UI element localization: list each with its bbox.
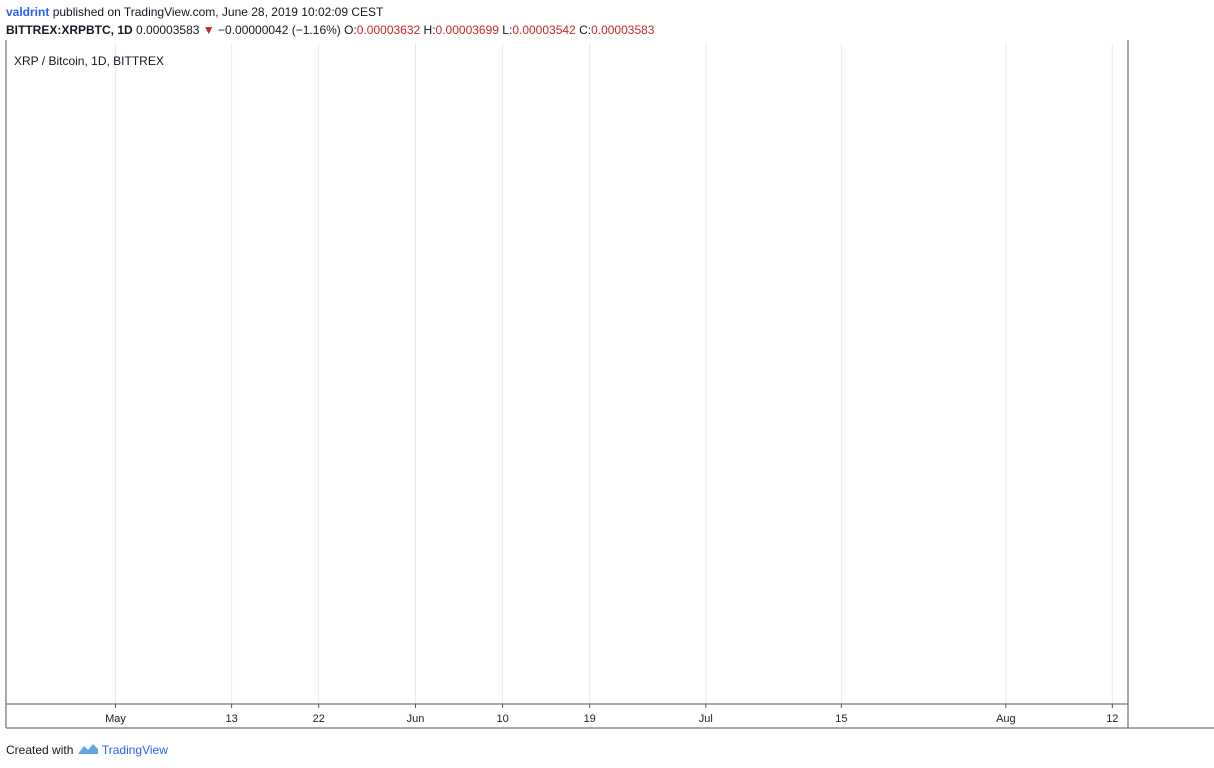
x-tick-label: 10	[496, 713, 508, 725]
x-tick-label: 13	[225, 713, 237, 725]
chart-header: valdrint published on TradingView.com, J…	[6, 3, 1206, 39]
open-value: 0.00003632	[356, 23, 421, 37]
x-tick-label: 22	[313, 713, 325, 725]
chart-title: XRP / Bitcoin, 1D, BITTREX	[14, 54, 164, 68]
publish-line: valdrint published on TradingView.com, J…	[6, 3, 1206, 21]
footer: Created with TradingView	[6, 741, 168, 759]
close-label: C:	[579, 23, 592, 37]
grid-lines	[114, 43, 1113, 704]
price-chart[interactable]: 0.000066000.000064000.000062000.00006000…	[0, 40, 1214, 735]
high-label: H:	[423, 23, 436, 37]
close-value: 0.00003583	[591, 23, 655, 37]
x-tick-label: 15	[835, 713, 847, 725]
down-arrow-icon: ▼	[202, 23, 215, 37]
x-tick-label: May	[105, 713, 126, 725]
symbol-label: BITTREX:XRPBTC, 1D	[6, 23, 133, 37]
price-change: −0.00000042 (−1.16%)	[218, 23, 341, 37]
published-text: published on TradingView.com, June 28, 2…	[52, 5, 384, 19]
tradingview-logo-icon	[77, 744, 98, 754]
x-tick-label: Jul	[699, 713, 713, 725]
tradingview-brand[interactable]: TradingView	[101, 743, 168, 757]
high-value: 0.00003699	[435, 23, 499, 37]
last-price: 0.00003583	[136, 23, 200, 37]
axes: 0.000066000.000064000.000062000.00006000…	[5, 40, 1214, 729]
x-tick-label: 19	[584, 713, 596, 725]
x-tick-label: Aug	[996, 713, 1016, 725]
open-label: O:	[344, 23, 357, 37]
author-link[interactable]: valdrint	[6, 5, 50, 19]
created-with-text: Created with	[6, 743, 74, 757]
x-tick-label: 12	[1106, 713, 1118, 725]
low-label: L:	[502, 23, 513, 37]
quote-line: BITTREX:XRPBTC, 1D 0.00003583 ▼ −0.00000…	[6, 21, 1206, 39]
x-tick-label: Jun	[407, 713, 425, 725]
low-value: 0.00003542	[512, 23, 576, 37]
